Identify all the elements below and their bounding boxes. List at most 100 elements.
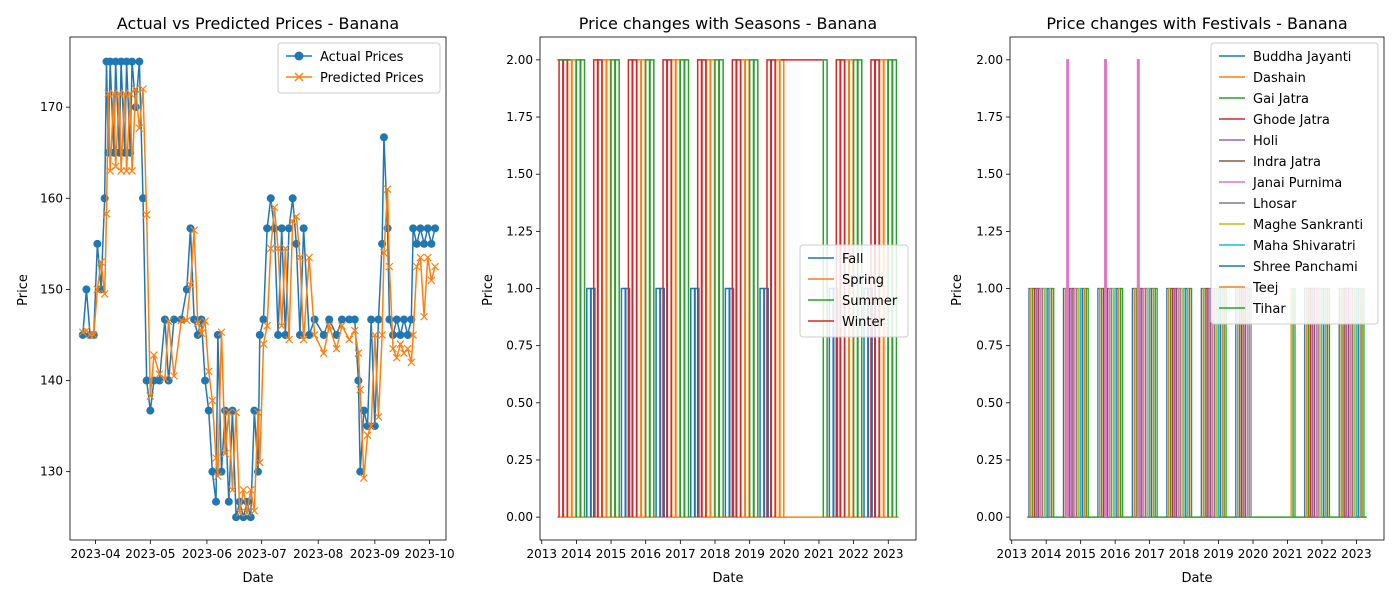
season-step-summer	[644, 59, 651, 518]
y-tick-label: 1.50	[506, 167, 533, 181]
data-point	[403, 330, 412, 339]
season-step-spring	[636, 59, 642, 518]
data-point	[281, 330, 290, 339]
legend-label: Spring	[842, 273, 884, 288]
data-point	[170, 372, 178, 380]
data-point	[299, 224, 308, 233]
data-point	[274, 244, 283, 253]
data-point	[295, 330, 304, 339]
data-point	[356, 385, 365, 394]
data-point	[277, 321, 286, 330]
x-tick-label: 2022	[838, 547, 869, 561]
data-point	[212, 454, 220, 462]
data-point	[201, 376, 210, 385]
legend-label: Shree Panchami	[1253, 260, 1358, 275]
data-point	[139, 85, 147, 93]
y-tick-label: 0.25	[976, 453, 1003, 467]
data-point	[150, 351, 158, 359]
season-step-fall	[689, 287, 696, 518]
data-point	[139, 194, 148, 203]
data-point	[427, 276, 436, 285]
data-point	[102, 209, 111, 218]
data-point	[409, 331, 418, 339]
season-step-spring	[571, 59, 577, 518]
season-step-spring	[744, 59, 750, 518]
x-tick-label: 2013	[996, 547, 1027, 561]
y-tick-label: 130	[40, 465, 63, 479]
festival-spike	[1154, 287, 1158, 518]
data-point	[363, 431, 372, 440]
data-point	[431, 262, 439, 271]
x-tick-label: 2015	[596, 547, 627, 561]
y-axis-label: Price	[481, 274, 496, 306]
data-point	[285, 224, 294, 233]
data-point	[204, 406, 213, 415]
data-point	[126, 89, 135, 98]
data-point	[111, 162, 120, 171]
data-point	[197, 329, 206, 338]
data-point	[193, 330, 202, 339]
season-step-summer	[575, 59, 581, 518]
x-tick-label: 2023-05	[125, 547, 175, 561]
data-point	[201, 317, 209, 326]
data-point	[208, 396, 217, 405]
season-step-winter	[562, 59, 568, 518]
legend-label: Buddha Jayanti	[1253, 50, 1351, 65]
x-tick-label: 2023-07	[237, 547, 287, 561]
series-line-predicted-prices	[82, 88, 436, 513]
data-point	[155, 370, 164, 379]
data-point	[354, 349, 363, 358]
legend-label: Actual Prices	[320, 50, 404, 65]
festival-spike-high	[1136, 59, 1140, 518]
y-tick-label: 0.50	[976, 396, 1003, 410]
data-point	[277, 224, 286, 233]
data-point	[337, 315, 346, 324]
data-point	[379, 133, 388, 142]
season-step-spring	[605, 59, 612, 518]
data-point	[250, 406, 259, 415]
data-point	[254, 408, 262, 417]
y-tick-label: 1.75	[976, 110, 1003, 124]
y-axis-label: Price	[950, 274, 965, 306]
x-tick-label: 2018	[700, 547, 731, 561]
data-point	[182, 285, 191, 294]
data-point	[142, 210, 151, 219]
x-tick-label: 2023	[873, 547, 904, 561]
data-point	[164, 317, 173, 326]
data-point	[224, 408, 233, 417]
data-point	[412, 239, 421, 248]
data-point	[285, 335, 293, 344]
chart-seasons: Price changes with Seasons - Banana Date…	[481, 14, 917, 586]
y-tick-label: 2.00	[976, 53, 1003, 67]
season-step-summer	[748, 59, 755, 518]
data-point	[255, 458, 264, 467]
data-point	[392, 353, 401, 362]
data-point	[146, 406, 155, 415]
legend-label: Maghe Sankranti	[1253, 218, 1363, 233]
legend-label: Predicted Prices	[320, 71, 424, 86]
season-step-winter	[735, 59, 742, 518]
x-tick-label: 2014	[1031, 547, 1062, 561]
legend	[799, 244, 909, 338]
data-point	[135, 57, 144, 66]
data-point	[246, 513, 255, 522]
data-point	[332, 344, 341, 353]
data-point	[319, 349, 328, 358]
data-point	[170, 315, 179, 324]
x-tick-label: 2019	[734, 547, 765, 561]
festival-spike	[1188, 287, 1193, 518]
season-step-summer	[718, 59, 724, 518]
legend	[277, 42, 441, 94]
legend-label: Janai Purnima	[1252, 176, 1342, 191]
data-point	[396, 330, 405, 339]
y-tick-label: 150	[40, 282, 63, 296]
festival-spike-high	[1104, 59, 1108, 518]
data-point	[111, 57, 120, 66]
data-point	[380, 249, 388, 257]
data-point	[319, 330, 328, 339]
data-point	[117, 57, 126, 66]
data-point	[367, 422, 376, 431]
x-tick-label: 2013	[526, 547, 557, 561]
data-point	[310, 331, 319, 339]
